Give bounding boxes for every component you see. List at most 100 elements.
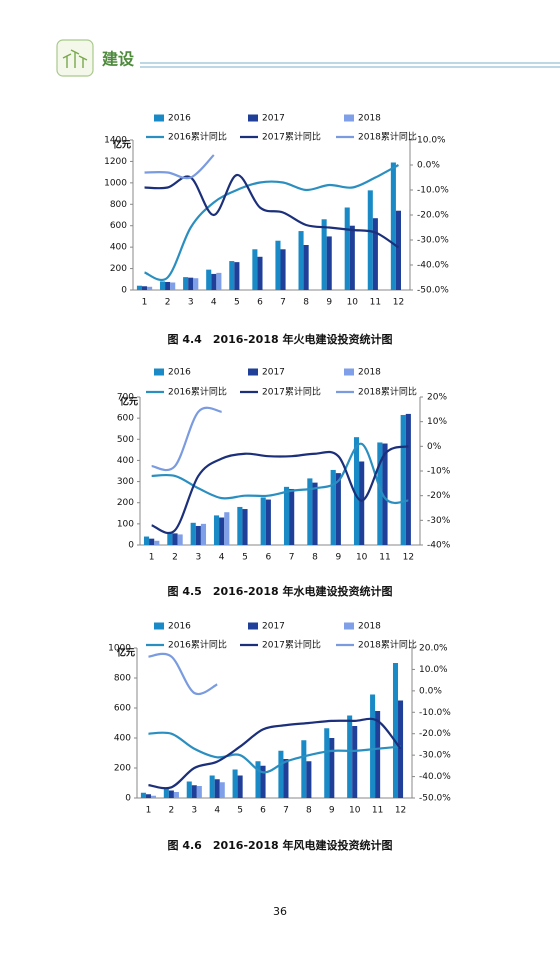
x-tick-label: 12 [403,553,414,563]
x-tick-label: 3 [188,298,194,308]
x-tick-label: 10 [349,806,361,816]
bar [163,787,169,798]
bar [168,790,174,798]
bar [209,775,215,798]
bar [147,286,153,290]
bar [260,765,266,798]
line-series [148,717,402,790]
bar [329,738,335,798]
bar [183,277,189,290]
x-tick-label: 4 [214,806,220,816]
y-axis-label: 亿元 [120,396,138,408]
x-tick-label: 1 [149,553,155,563]
y-axis-label: 亿元 [113,139,131,151]
y2-tick-label: -30% [427,516,451,526]
bar [359,461,365,545]
legend-label: 2017 [262,114,285,124]
y-tick-label: 200 [117,498,134,508]
bar [280,249,286,290]
bar [213,515,220,545]
legend-label: 2018 [358,368,381,378]
legend-swatch [154,114,164,122]
legend-label: 2016 [168,368,191,378]
bar [390,162,396,290]
y-tick-label: 400 [110,243,127,253]
bar [330,469,336,545]
y2-tick-label: -20.0% [417,211,449,221]
bar [142,286,148,290]
chart-caption: 图 4.4 2016-2018 年火电建设投资统计图 [168,332,393,346]
bar [372,218,378,290]
bar [278,750,284,798]
x-tick-label: 5 [234,298,240,308]
bar [136,285,143,290]
bar [188,277,194,290]
bar [193,278,199,290]
bar [219,517,225,545]
bar [150,795,157,798]
bar [265,499,271,545]
bar [275,240,281,290]
x-tick-label: 1 [146,806,152,816]
bar [301,740,307,798]
y2-tick-label: 0% [427,442,442,452]
bar [398,700,404,798]
bar [303,245,309,290]
y2-tick-label: 20.0% [419,644,448,654]
x-tick-label: 8 [303,298,309,308]
bar [206,269,212,290]
y2-tick-label: 10.0% [417,136,446,146]
bar [242,509,248,545]
x-tick-label: 2 [169,806,175,816]
y-tick-label: 800 [114,674,131,684]
y-tick-label: 0 [125,794,131,804]
bar [173,792,179,798]
legend-label: 2017 [262,368,285,378]
bar [219,782,225,798]
bar [326,236,332,290]
x-tick-label: 10 [347,298,359,308]
y-tick-label: 100 [117,519,134,529]
x-tick-label: 3 [191,806,197,816]
bar [145,794,151,798]
y2-tick-label: -40% [427,541,451,551]
y2-tick-label: -50.0% [419,794,451,804]
x-tick-label: 8 [312,553,318,563]
chart-caption: 图 4.6 2016-2018 年风电建设投资统计图 [168,838,393,852]
x-tick-label: 2 [165,298,171,308]
y2-tick-label: -10.0% [419,708,451,718]
y-tick-label: 1200 [104,157,127,167]
bar [165,281,171,290]
bar [289,488,295,545]
bar [252,249,258,290]
y-tick-label: 800 [110,200,127,210]
y2-tick-label: 0.0% [417,161,440,171]
bar [257,256,263,290]
y-axis-label: 亿元 [117,647,135,659]
bar [324,728,330,798]
bar [312,482,318,545]
y2-tick-label: 20% [427,393,447,403]
bar [224,512,230,545]
bar [140,792,146,798]
y2-tick-label: -40.0% [417,261,449,271]
x-tick-label: 9 [326,298,332,308]
bar [375,711,381,798]
bar [177,534,183,545]
bar [190,522,196,545]
legend-label: 2018累计同比 [358,386,417,398]
bar [143,536,150,545]
x-tick-label: 3 [195,553,201,563]
legend-swatch [344,622,354,630]
y-tick-label: 600 [117,414,134,424]
x-tick-label: 11 [370,298,381,308]
bar [234,262,240,290]
bar [353,437,360,545]
x-tick-label: 12 [395,806,406,816]
bar [216,272,222,290]
bar [172,533,178,545]
bar [349,225,355,290]
bar [170,282,176,290]
bar [167,532,173,545]
